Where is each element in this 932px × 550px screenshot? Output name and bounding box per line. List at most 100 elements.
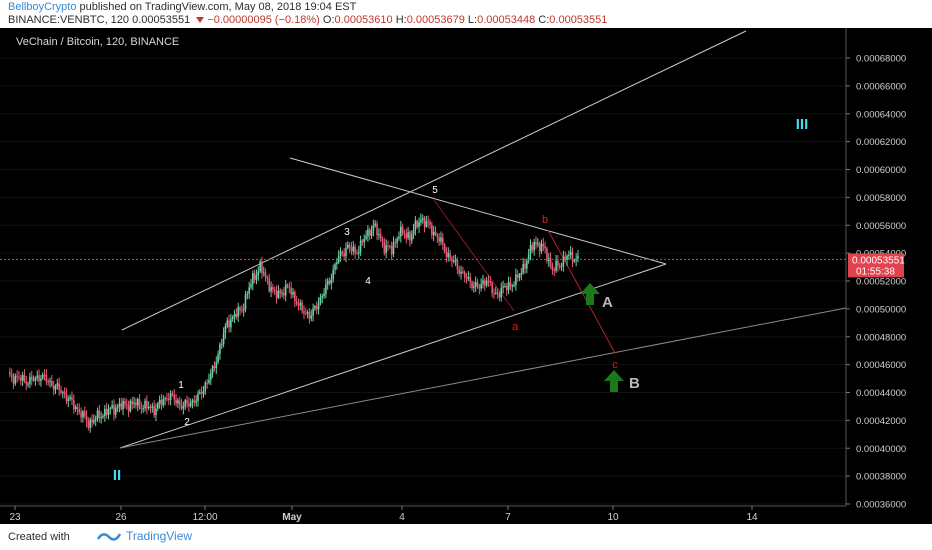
candle-body bbox=[317, 303, 320, 310]
candle-body bbox=[30, 376, 33, 381]
candle-body bbox=[480, 283, 482, 289]
candle-body bbox=[244, 294, 247, 310]
candle-body bbox=[502, 286, 504, 288]
candle-body bbox=[451, 258, 453, 262]
candle-body bbox=[98, 410, 101, 419]
candle-body bbox=[551, 266, 554, 271]
candle-body bbox=[484, 280, 486, 286]
price-chart[interactable]: 1 2 3 4 5 a b c A B II III VeChain / Bit… bbox=[0, 28, 932, 524]
candle-body bbox=[513, 285, 515, 287]
candle-body bbox=[399, 226, 402, 237]
candle-body bbox=[485, 280, 488, 286]
candle-body bbox=[337, 255, 340, 263]
candle-body bbox=[21, 375, 24, 381]
candle-body bbox=[189, 402, 192, 407]
candle-body bbox=[69, 397, 71, 399]
candle-body bbox=[195, 400, 197, 403]
candle-body bbox=[228, 320, 230, 328]
candle-body bbox=[449, 253, 451, 259]
candle-body bbox=[443, 244, 446, 252]
candle-body bbox=[144, 400, 146, 409]
candle-body bbox=[142, 408, 144, 410]
candle-body bbox=[38, 375, 40, 382]
candle-body bbox=[387, 245, 389, 247]
wave-label-1: 1 bbox=[178, 380, 184, 391]
candle-body bbox=[295, 301, 298, 305]
y-tick-label: 0.00058000 bbox=[856, 193, 906, 204]
candle-body bbox=[199, 392, 201, 394]
candle-body bbox=[270, 287, 272, 292]
candle-body bbox=[78, 409, 81, 413]
candle-body bbox=[577, 255, 579, 259]
candle-body bbox=[93, 420, 95, 423]
candle-body bbox=[410, 234, 413, 241]
candle-body bbox=[246, 293, 249, 295]
candle-body bbox=[482, 280, 484, 284]
candle-body bbox=[235, 314, 238, 317]
candle-body bbox=[200, 392, 203, 394]
candle-body bbox=[458, 269, 461, 274]
candle-body bbox=[396, 238, 398, 243]
wave-label-2: 2 bbox=[184, 417, 190, 428]
candle-body bbox=[157, 403, 159, 409]
candle-body bbox=[328, 280, 331, 284]
x-tick-label: 23 bbox=[9, 512, 21, 523]
ohlc-line: BINANCE:VENBTC, 120 0.00053551 −0.000000… bbox=[8, 14, 607, 26]
candle-body bbox=[104, 408, 106, 416]
candle-body bbox=[478, 286, 481, 289]
candle-body bbox=[526, 260, 528, 269]
author-link[interactable]: BellboyCrypto bbox=[8, 1, 77, 13]
candle-body bbox=[10, 374, 13, 377]
candle-body bbox=[114, 407, 117, 415]
chart-header: BellboyCrypto published on TradingView.c… bbox=[0, 0, 932, 28]
candle-body bbox=[40, 378, 42, 382]
candle-body bbox=[127, 405, 130, 412]
y-tick-label: 0.00060000 bbox=[856, 165, 906, 176]
tradingview-logo-icon bbox=[96, 533, 122, 541]
candle-body bbox=[273, 289, 276, 292]
x-axis[interactable]: 23 26 12:00 May 4 7 10 14 bbox=[0, 505, 846, 523]
x-tick-label: 12:00 bbox=[192, 512, 217, 523]
candle-body bbox=[54, 385, 57, 390]
x-tick-label: 10 bbox=[607, 512, 619, 523]
candle-body bbox=[383, 241, 386, 254]
candle-body bbox=[504, 286, 506, 288]
candle-body bbox=[520, 272, 523, 275]
candle-body bbox=[440, 237, 442, 242]
candle-body bbox=[527, 254, 530, 261]
candle-body bbox=[255, 275, 258, 280]
candle-body bbox=[462, 271, 464, 273]
candle-body bbox=[233, 314, 236, 318]
candle-body bbox=[566, 255, 568, 261]
wave-label-3: 3 bbox=[344, 227, 350, 238]
candle-body bbox=[230, 319, 232, 328]
candle-body bbox=[555, 260, 557, 271]
candle-body bbox=[259, 261, 261, 272]
candle-body bbox=[347, 244, 349, 249]
candle-body bbox=[248, 287, 250, 294]
candle-body bbox=[19, 377, 22, 381]
candle-body bbox=[164, 398, 166, 400]
y-tick-label: 0.00066000 bbox=[856, 81, 906, 92]
candle-body bbox=[407, 232, 409, 239]
candle-body bbox=[226, 320, 229, 327]
target-b-label: B bbox=[629, 375, 640, 392]
triangle-bottom-line bbox=[119, 263, 667, 449]
candle-body bbox=[432, 231, 435, 236]
candle-body bbox=[343, 253, 345, 257]
candle-body bbox=[474, 282, 477, 287]
candle-body bbox=[182, 406, 185, 409]
candle-body bbox=[94, 418, 97, 421]
chart-area[interactable]: 1 2 3 4 5 a b c A B II III VeChain / Bit… bbox=[0, 28, 932, 524]
candle-body bbox=[74, 407, 77, 409]
candle-body bbox=[105, 408, 108, 416]
tradingview-brand[interactable]: TradingView bbox=[96, 529, 192, 543]
candle-body bbox=[100, 416, 102, 419]
candle-body bbox=[505, 286, 508, 291]
candle-body bbox=[264, 272, 267, 278]
candle-body bbox=[476, 282, 479, 287]
low-label: L: bbox=[467, 14, 478, 26]
price-tag-box bbox=[848, 253, 904, 278]
candle-body bbox=[113, 405, 115, 415]
candle-body bbox=[303, 311, 305, 314]
